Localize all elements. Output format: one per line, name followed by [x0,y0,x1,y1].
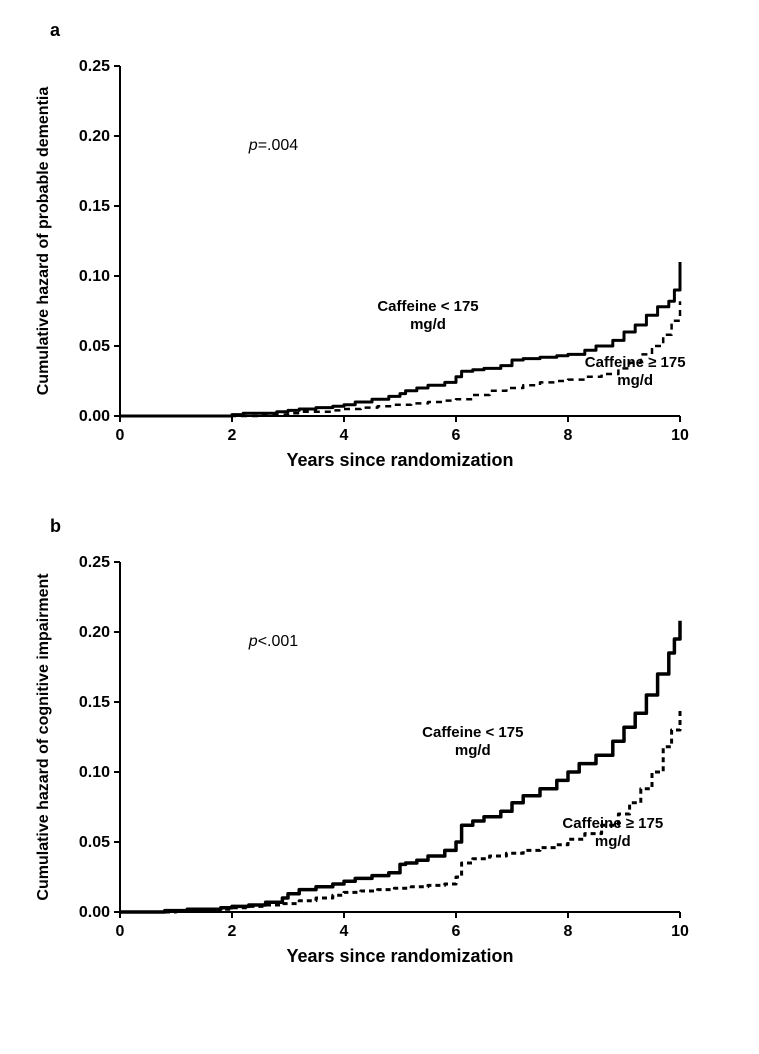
panel-a: a 0.00 0.05 0.10 0.15 0.20 0.25 0 2 4 6 8 10 Years s… [20,20,739,486]
svg-text:p<.001: p<.001 [248,633,298,650]
svg-text:mg/d: mg/d [595,833,631,850]
svg-text:Caffeine < 175: Caffeine < 175 [377,298,478,315]
panel-b-label: b [50,516,739,537]
svg-text:0: 0 [116,427,125,444]
svg-text:2: 2 [228,923,237,940]
svg-text:0.05: 0.05 [79,834,110,851]
svg-text:0.25: 0.25 [79,58,110,75]
svg-text:mg/d: mg/d [455,742,491,759]
svg-text:8: 8 [564,427,573,444]
svg-text:0.20: 0.20 [79,128,110,145]
svg-text:0.15: 0.15 [79,198,110,215]
svg-text:4: 4 [340,427,349,444]
svg-text:4: 4 [340,923,349,940]
svg-text:p=.004: p=.004 [248,137,298,154]
panel-a-label: a [50,20,739,41]
svg-text:0.20: 0.20 [79,624,110,641]
svg-text:0.00: 0.00 [79,904,110,921]
chart-b: 0.00 0.05 0.10 0.15 0.20 0.25 0 2 4 6 8 10 Years sin… [20,542,720,982]
svg-text:0.10: 0.10 [79,268,110,285]
svg-text:10: 10 [671,923,689,940]
svg-text:Caffeine ≥ 175: Caffeine ≥ 175 [585,354,686,371]
svg-text:10: 10 [671,427,689,444]
svg-text:Caffeine ≥ 175: Caffeine ≥ 175 [562,815,663,832]
svg-text:mg/d: mg/d [410,316,446,333]
chart-b-svg: 0.00 0.05 0.10 0.15 0.20 0.25 0 2 4 6 8 10 Years sin… [20,542,720,982]
chart-a: 0.00 0.05 0.10 0.15 0.20 0.25 0 2 4 6 8 10 Years sin… [20,46,720,486]
svg-text:Caffeine < 175: Caffeine < 175 [422,724,523,741]
svg-text:0: 0 [116,923,125,940]
svg-text:Years since randomization: Years since randomization [286,450,513,470]
svg-text:0.25: 0.25 [79,554,110,571]
svg-text:Years since randomization: Years since randomization [286,946,513,966]
svg-text:0.15: 0.15 [79,694,110,711]
svg-text:2: 2 [228,427,237,444]
svg-text:0.05: 0.05 [79,338,110,355]
panel-b: b 0.00 0.05 0.10 0.15 0.20 0.25 0 2 4 6 8 10 Years s… [20,516,739,982]
svg-text:6: 6 [452,923,461,940]
svg-text:8: 8 [564,923,573,940]
chart-a-svg: 0.00 0.05 0.10 0.15 0.20 0.25 0 2 4 6 8 10 Years sin… [20,46,720,486]
svg-text:Cumulative hazard of cognitive: Cumulative hazard of cognitive impairmen… [35,573,52,901]
svg-text:Cumulative hazard of probable: Cumulative hazard of probable dementia [35,87,52,396]
svg-text:0.00: 0.00 [79,408,110,425]
svg-text:6: 6 [452,427,461,444]
svg-text:mg/d: mg/d [617,372,653,389]
svg-text:0.10: 0.10 [79,764,110,781]
